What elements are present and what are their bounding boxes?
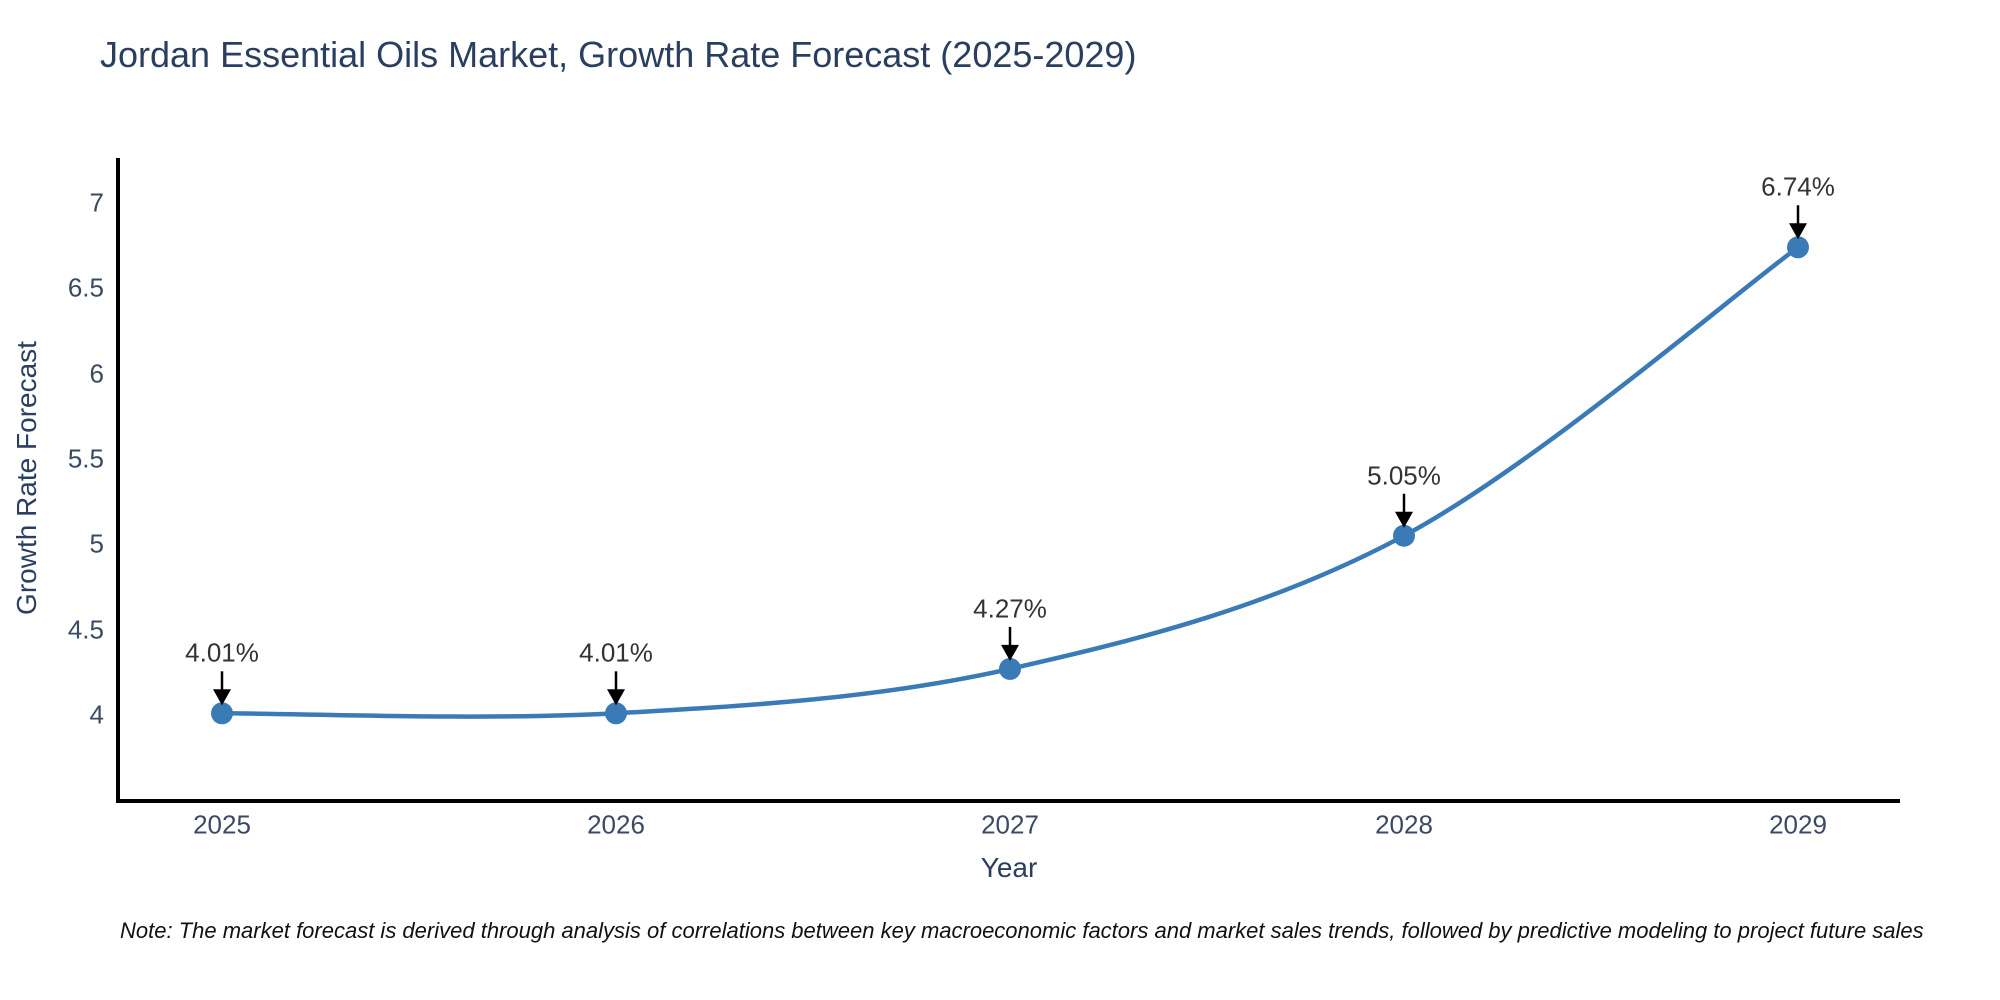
data-point-marker-2027 (999, 657, 1021, 680)
series-growth-rate (211, 236, 1809, 725)
point-annotation-2029: 6.74% (1761, 171, 1835, 202)
annotation-arrowhead-2027 (1001, 644, 1019, 661)
y-tick-label-5: 5 (89, 528, 104, 559)
data-point-marker-2029 (1787, 236, 1809, 259)
point-annotation-2027: 4.27% (973, 593, 1047, 624)
point-annotation-2026: 4.01% (579, 637, 653, 668)
annotation-arrowhead-2026 (607, 689, 625, 706)
series-line (221, 245, 1800, 719)
annotation-arrows (213, 205, 1807, 706)
y-tick-label-6.5: 6.5 (67, 272, 104, 303)
x-tick-label-2026: 2026 (587, 809, 645, 840)
annotation-arrowhead-2029 (1789, 223, 1807, 240)
x-tick-label-2029: 2029 (1769, 809, 1827, 840)
x-tick-label-2027: 2027 (981, 809, 1039, 840)
y-tick-label-5.5: 5.5 (67, 443, 104, 474)
x-tick-label-2025: 2025 (193, 809, 251, 840)
footnote: Note: The market forecast is derived thr… (120, 918, 1924, 943)
data-point-marker-2026 (605, 702, 627, 725)
y-tick-label-7: 7 (89, 187, 104, 218)
point-annotation-2028: 5.05% (1367, 460, 1441, 491)
x-tick-label-2028: 2028 (1375, 809, 1433, 840)
annotation-arrowhead-2028 (1395, 511, 1413, 528)
annotation-arrowhead-2025 (213, 689, 231, 706)
chart-title: Jordan Essential Oils Market, Growth Rat… (100, 34, 1137, 75)
y-tick-label-4: 4 (89, 699, 104, 730)
data-point-marker-2028 (1393, 524, 1415, 547)
y-tick-label-6: 6 (89, 358, 104, 389)
data-point-marker-2025 (211, 702, 233, 725)
point-annotation-2025: 4.01% (185, 637, 259, 668)
x-axis-title: Year (980, 852, 1038, 883)
y-tick-label-4.5: 4.5 (67, 614, 104, 645)
